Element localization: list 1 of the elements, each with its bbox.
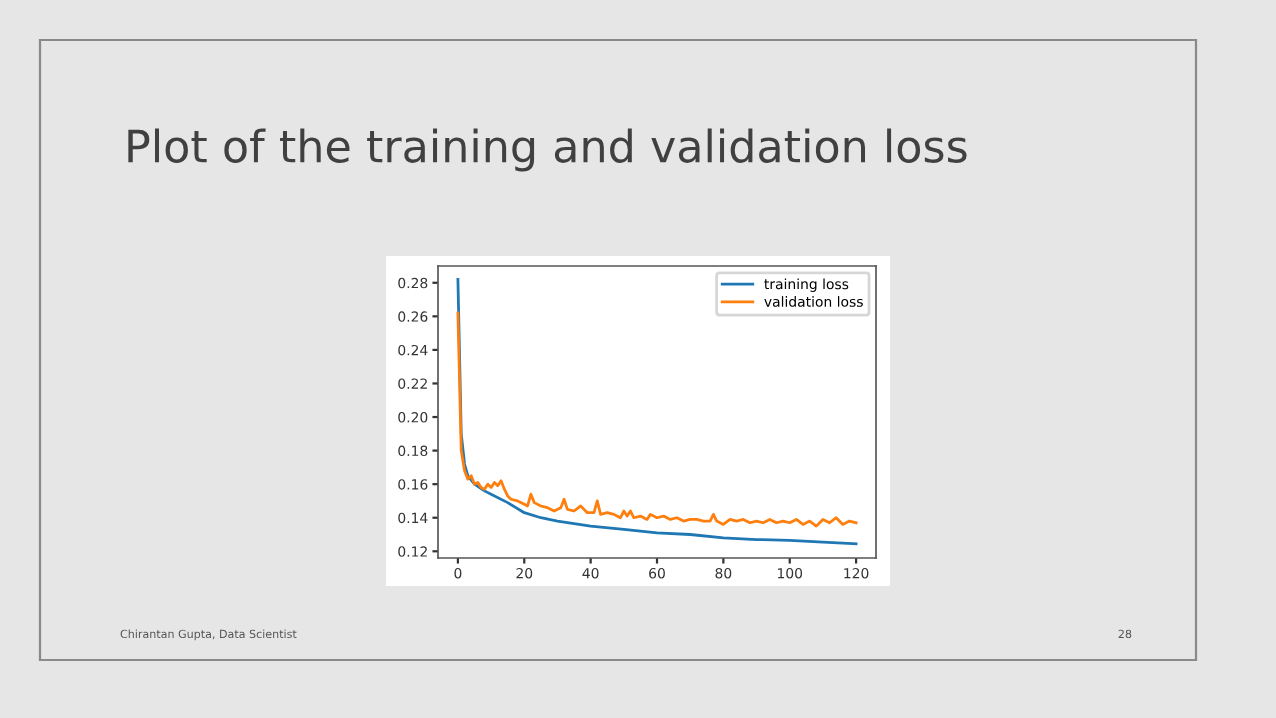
chart-title: Plot of the training and validation loss (128, 128, 967, 172)
